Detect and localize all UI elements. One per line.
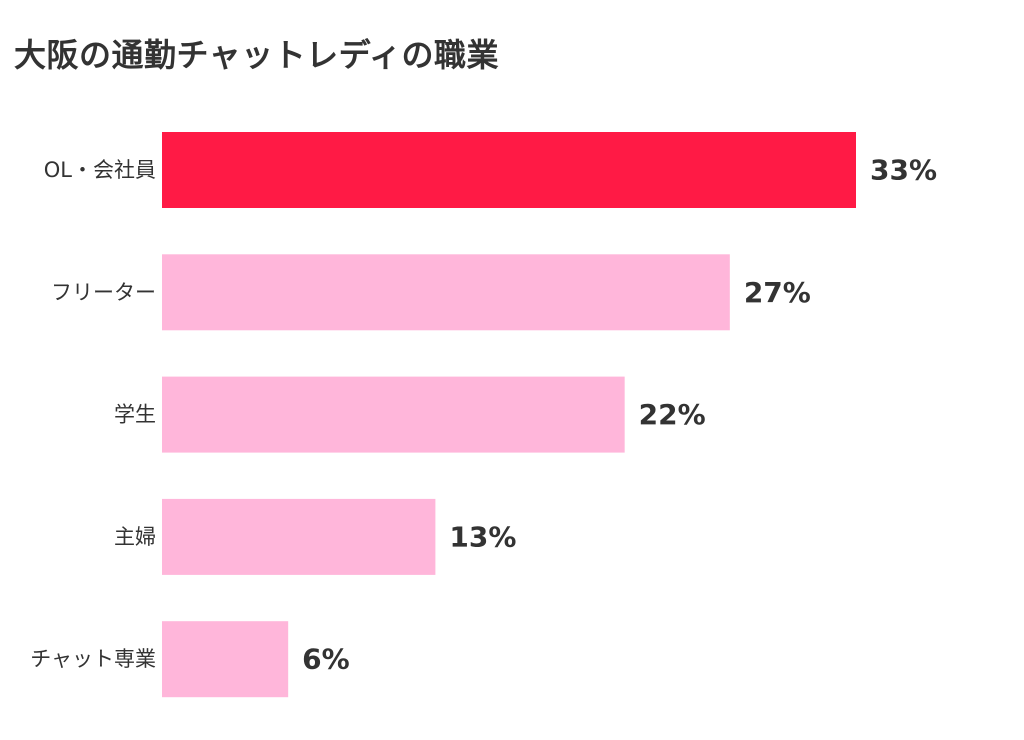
category-label: 学生 xyxy=(114,403,156,427)
bar-5 xyxy=(162,621,289,698)
value-label: 22% xyxy=(639,398,706,431)
bar-3 xyxy=(162,376,625,453)
value-label: 13% xyxy=(449,520,516,553)
value-label: 27% xyxy=(744,276,811,309)
category-label: OL・会社員 xyxy=(44,158,156,182)
bar-4 xyxy=(162,498,436,575)
category-label: フリーター xyxy=(51,280,156,304)
category-label: 主婦 xyxy=(114,525,156,549)
category-label: チャット専業 xyxy=(30,647,156,671)
value-label: 33% xyxy=(870,154,937,187)
value-label: 6% xyxy=(302,643,350,676)
chart-title: 大阪の通勤チャットレディの職業 xyxy=(14,36,499,74)
bar-2 xyxy=(162,254,730,331)
bar-1 xyxy=(162,132,856,208)
